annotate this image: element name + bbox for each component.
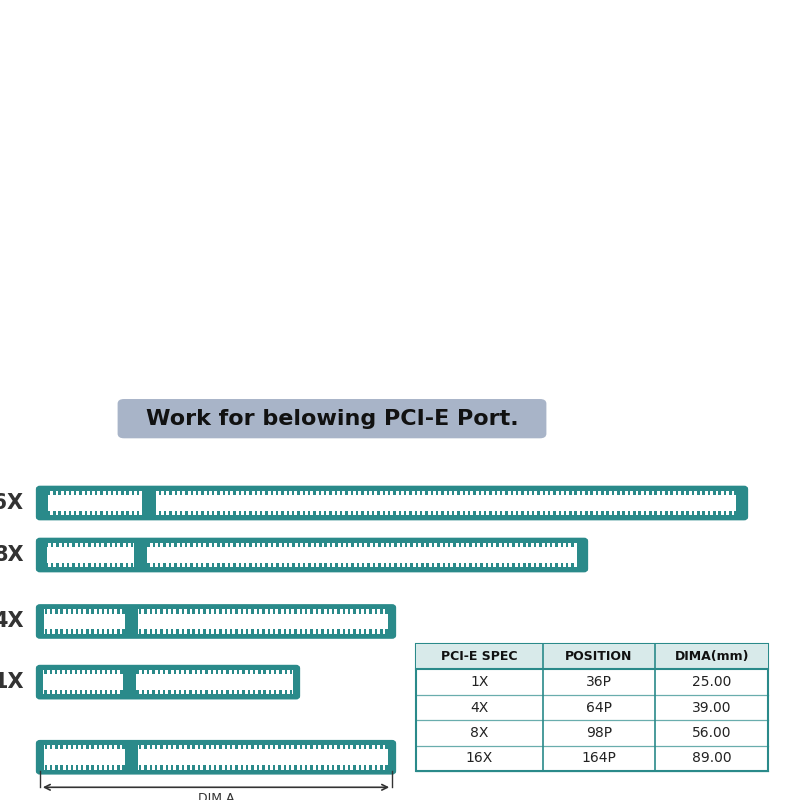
FancyBboxPatch shape [38,487,746,518]
FancyBboxPatch shape [38,666,298,698]
Text: 16X: 16X [466,751,493,766]
FancyBboxPatch shape [118,399,546,438]
Text: 98P: 98P [586,726,612,740]
Text: DIM A: DIM A [198,792,234,800]
Bar [156,495,735,510]
Text: 4X: 4X [470,701,489,714]
Bar [46,547,134,562]
Text: 56.00: 56.00 [692,726,731,740]
Text: Work for belowing PCI-E Port.: Work for belowing PCI-E Port. [146,409,518,429]
Text: 89.00: 89.00 [692,751,731,766]
Text: 64P: 64P [586,701,612,714]
Text: 16X: 16X [0,493,24,513]
Text: 1X: 1X [470,675,489,689]
Bar [416,644,768,670]
FancyBboxPatch shape [38,742,394,773]
FancyBboxPatch shape [38,606,394,637]
Text: 36P: 36P [586,675,612,689]
Bar [147,547,578,562]
Bar [138,750,388,765]
Text: 4X: 4X [0,611,24,631]
Bar [49,495,142,510]
Bar [44,614,125,630]
Bar [44,750,125,765]
Text: 39.00: 39.00 [692,701,731,714]
Bar [43,674,123,690]
Bar [138,614,388,630]
Bar [136,674,293,690]
Text: 8X: 8X [0,545,24,565]
Text: 8X: 8X [470,726,489,740]
Text: 1X: 1X [0,672,24,692]
FancyBboxPatch shape [38,539,586,570]
Bar [416,644,768,771]
Text: POSITION: POSITION [566,650,633,663]
Text: 25.00: 25.00 [692,675,731,689]
Text: 164P: 164P [582,751,617,766]
Text: PCI-E SPEC: PCI-E SPEC [441,650,518,663]
Text: DIMA(mm): DIMA(mm) [674,650,749,663]
